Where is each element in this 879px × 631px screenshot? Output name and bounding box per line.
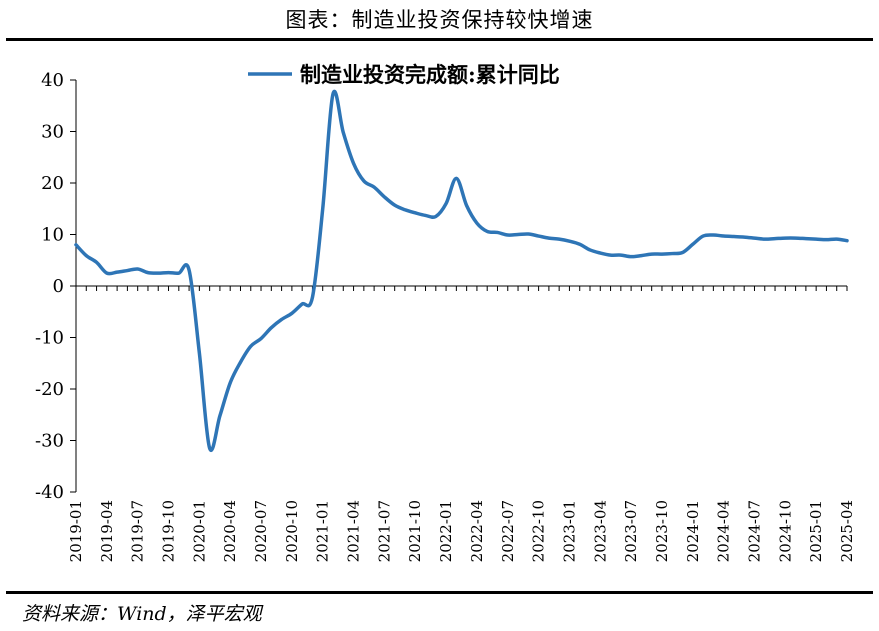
y-axis: 40 30 20 10 0 -10 -20 -30 -40: [35, 70, 77, 503]
x-tick-label: 2025-04: [838, 500, 856, 562]
y-tick-label: 20: [41, 173, 64, 194]
x-tick-label: 2024-07: [745, 500, 763, 562]
x-tick-label: 2023-10: [653, 500, 671, 562]
top-rule: [6, 38, 873, 41]
x-tick-label: 2023-04: [591, 500, 609, 562]
x-tick-label: 2024-10: [776, 500, 794, 562]
x-tick-label: 2019-04: [98, 500, 116, 562]
x-tick-label: 2023-07: [622, 500, 640, 562]
x-axis: 2019-01 2019-04 2019-07 2019-10 2020-01 2020-…: [67, 285, 856, 562]
x-tick-label: 2024-01: [684, 500, 702, 562]
x-tick-label: 2020-01: [190, 500, 208, 562]
x-tick-label: 2020-10: [283, 500, 301, 562]
legend: 制造业投资完成额:累计同比: [248, 62, 560, 87]
source-note: 资料来源：Wind，泽平宏观: [22, 603, 262, 625]
y-tick-label: -40: [35, 482, 64, 503]
x-tick-label: 2021-10: [406, 500, 424, 562]
x-tick-label: 2025-01: [807, 500, 825, 562]
x-tick-label: 2022-10: [530, 500, 548, 562]
x-tick-label: 2020-04: [221, 500, 239, 562]
x-tick-label: 2019-07: [129, 500, 147, 562]
y-tick-label: -20: [35, 379, 64, 400]
y-tick-label: 40: [41, 70, 64, 91]
x-tick-label: 2021-01: [314, 500, 332, 562]
x-tick-label: 2019-01: [67, 500, 85, 562]
legend-label: 制造业投资完成额:累计同比: [300, 62, 560, 87]
x-tick-label: 2021-04: [345, 500, 363, 562]
y-tick-label: 0: [53, 276, 64, 297]
x-tick-label: 2020-07: [252, 500, 270, 562]
y-tick-label: 30: [41, 122, 64, 143]
x-tick-label: 2022-01: [437, 500, 455, 562]
x-tick-label: 2022-07: [499, 500, 517, 562]
x-tick-label: 2024-04: [715, 500, 733, 562]
bottom-rule: [6, 591, 873, 594]
y-tick-label: -30: [35, 431, 64, 452]
chart-title: 图表：制造业投资保持较快增速: [285, 8, 594, 32]
x-tick-label: 2022-04: [468, 500, 486, 562]
series-line-manufacturing-investment: [74, 89, 849, 453]
y-tick-label: -10: [35, 328, 64, 349]
x-tick-label: 2021-07: [375, 500, 393, 562]
series-layer: [74, 89, 849, 453]
y-tick-label: 10: [41, 225, 64, 246]
x-tick-label: 2023-01: [560, 500, 578, 562]
x-tick-label: 2019-10: [160, 500, 178, 562]
